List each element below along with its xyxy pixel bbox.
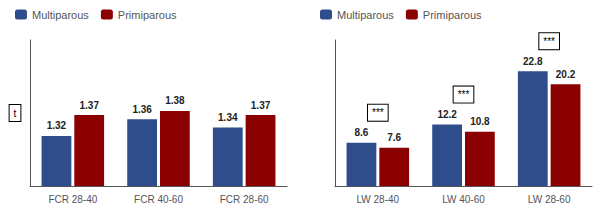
svg-text:FCR 40-60: FCR 40-60 (134, 194, 183, 205)
svg-text:10.8: 10.8 (470, 116, 490, 127)
svg-text:7.6: 7.6 (387, 132, 401, 143)
svg-text:***: *** (543, 36, 555, 47)
svg-text:FCR 28-60: FCR 28-60 (220, 194, 269, 205)
svg-text:8.6: 8.6 (355, 127, 369, 138)
svg-text:Primiparous: Primiparous (423, 9, 482, 21)
svg-text:LW 40-60: LW 40-60 (442, 194, 485, 205)
svg-text:LW 28-40: LW 28-40 (357, 194, 400, 205)
svg-text:1.32: 1.32 (47, 120, 67, 131)
svg-text:LW 28-60: LW 28-60 (528, 194, 571, 205)
svg-text:FCR 28-40: FCR 28-40 (48, 194, 97, 205)
svg-text:***: *** (458, 89, 470, 100)
svg-text:1.34: 1.34 (218, 112, 238, 123)
svg-text:22.8: 22.8 (523, 56, 543, 67)
svg-text:***: *** (372, 107, 384, 118)
svg-text:Multiparous: Multiparous (32, 9, 89, 21)
svg-text:t: t (14, 108, 17, 119)
svg-text:20.2: 20.2 (556, 69, 576, 80)
svg-text:12.2: 12.2 (437, 109, 457, 120)
svg-text:Primiparous: Primiparous (118, 9, 177, 21)
svg-text:1.37: 1.37 (79, 100, 99, 111)
svg-text:1.38: 1.38 (165, 95, 185, 106)
svg-text:1.37: 1.37 (251, 100, 271, 111)
svg-text:Multiparous: Multiparous (337, 9, 394, 21)
svg-text:1.36: 1.36 (132, 104, 152, 115)
